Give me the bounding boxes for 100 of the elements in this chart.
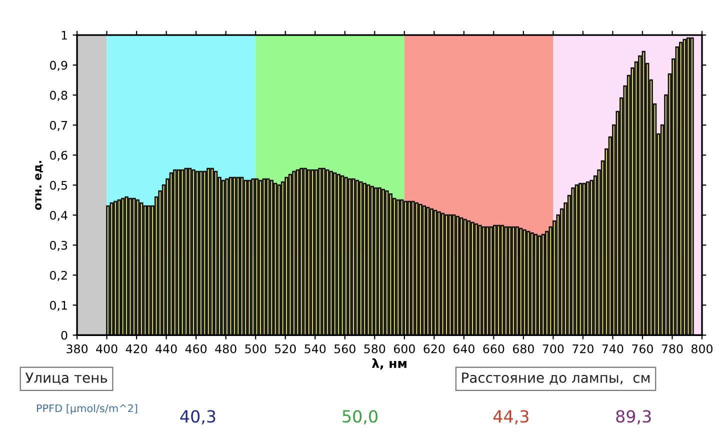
bar xyxy=(404,200,408,336)
bar xyxy=(571,187,575,336)
bar xyxy=(682,38,686,336)
bar xyxy=(195,170,200,336)
bar xyxy=(396,199,400,336)
bar xyxy=(504,226,508,336)
x-tick-label: 800 xyxy=(692,344,712,354)
text: Улица тень xyxy=(25,372,108,385)
bar xyxy=(492,224,497,336)
bar xyxy=(522,229,526,336)
bar xyxy=(352,178,356,336)
x-tick-label: 540 xyxy=(304,344,326,354)
y-axis-title: отн. ед. xyxy=(35,160,43,210)
bar xyxy=(169,172,174,336)
bar xyxy=(206,168,210,336)
bar xyxy=(418,204,422,336)
bar xyxy=(392,198,396,336)
x-tick-label: 400 xyxy=(96,344,118,354)
x-tick-label: 660 xyxy=(483,344,504,354)
bar xyxy=(370,186,374,336)
bar xyxy=(244,180,248,336)
bar xyxy=(296,169,300,336)
text: 89,3 xyxy=(616,410,651,424)
bar xyxy=(582,182,586,336)
bar xyxy=(519,228,523,336)
bar xyxy=(340,175,344,336)
y-tick-label: 0,7 xyxy=(50,120,68,131)
text: PPFD [µmol/s/m^2] xyxy=(37,404,138,414)
bar xyxy=(232,176,236,336)
bar xyxy=(128,198,132,336)
bar xyxy=(478,224,482,336)
bar xyxy=(538,235,542,336)
bar xyxy=(512,226,516,336)
x-tick-label: 580 xyxy=(364,344,386,354)
bar xyxy=(240,176,244,336)
bar xyxy=(318,168,322,336)
bar xyxy=(366,184,370,336)
x-tick-label: 380 xyxy=(66,344,88,354)
bar xyxy=(270,180,274,336)
bar xyxy=(452,214,456,336)
bar xyxy=(422,205,426,336)
bar xyxy=(202,170,207,336)
bar xyxy=(545,230,549,336)
bar xyxy=(277,184,281,336)
bar xyxy=(247,180,252,336)
bar xyxy=(303,168,307,336)
bar xyxy=(482,226,486,336)
bar xyxy=(359,181,363,336)
bar xyxy=(333,172,337,336)
bar xyxy=(251,178,255,336)
bar xyxy=(140,202,144,336)
x-tick-label: 620 xyxy=(424,344,445,354)
y-tick-label: 0 xyxy=(61,330,68,340)
bar xyxy=(292,170,296,336)
text: 40,3 xyxy=(180,410,216,424)
bar xyxy=(147,205,151,336)
bar xyxy=(534,234,538,336)
bar xyxy=(638,55,642,336)
bar xyxy=(515,226,519,336)
bar xyxy=(411,200,415,336)
bar xyxy=(378,187,382,336)
bar xyxy=(236,176,240,336)
bar xyxy=(329,170,333,336)
bar xyxy=(574,184,579,336)
bar xyxy=(336,174,340,336)
bar xyxy=(180,169,184,336)
x-tick-label: 440 xyxy=(156,344,177,354)
bar xyxy=(106,205,110,336)
bar xyxy=(300,168,304,336)
bar xyxy=(326,169,330,336)
y-tick-label: 0,6 xyxy=(50,150,68,161)
bar xyxy=(590,180,594,336)
bar xyxy=(456,216,460,336)
bar xyxy=(486,226,490,336)
bar xyxy=(381,188,386,336)
bar xyxy=(284,176,288,336)
bar xyxy=(214,170,218,336)
bar xyxy=(686,37,690,336)
bar xyxy=(288,174,292,336)
bar xyxy=(173,169,177,336)
bar xyxy=(192,169,196,336)
bar xyxy=(114,200,118,336)
bar xyxy=(221,180,226,336)
bar xyxy=(374,187,378,336)
bar xyxy=(466,220,471,336)
bar xyxy=(262,178,266,336)
x-tick-label: 720 xyxy=(572,344,594,354)
bar xyxy=(426,206,430,336)
bar xyxy=(642,50,646,336)
bar xyxy=(314,169,318,336)
x-tick-label: 680 xyxy=(513,344,534,354)
bar xyxy=(678,42,683,336)
x-tick-label: 740 xyxy=(602,344,624,354)
bar xyxy=(448,214,452,336)
bar xyxy=(258,180,262,336)
bar xyxy=(184,168,188,336)
x-tick-label: 520 xyxy=(275,344,296,354)
text: 50,0 xyxy=(342,410,378,424)
y-tick-label: 0,8 xyxy=(50,90,68,101)
bar xyxy=(254,178,259,336)
